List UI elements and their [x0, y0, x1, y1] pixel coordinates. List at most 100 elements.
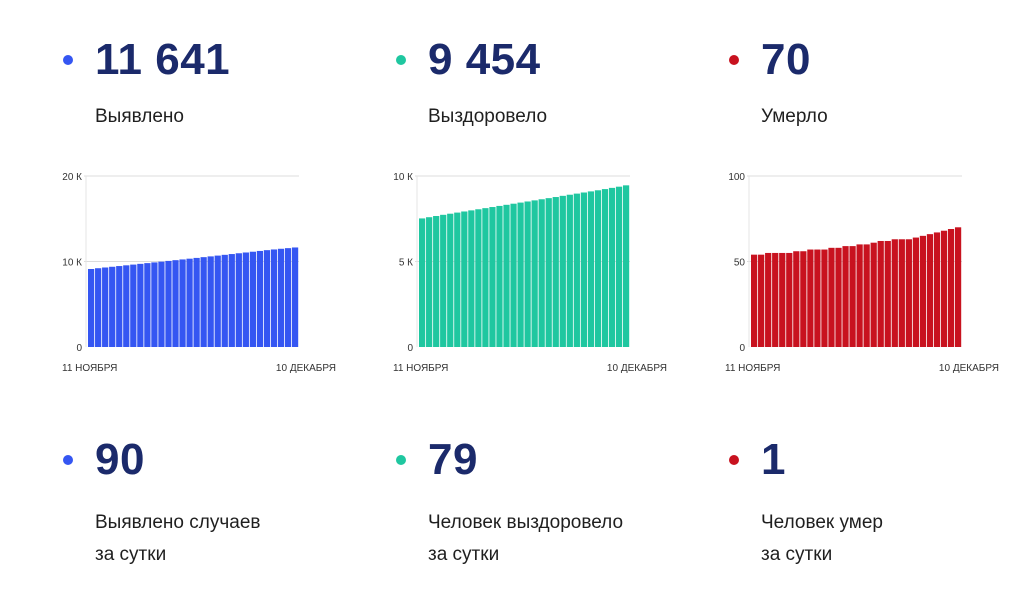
bar [172, 260, 179, 347]
bar [545, 198, 552, 347]
stat-recovered-daily: 79 [396, 430, 596, 490]
x-start-label: 11 НОЯБРЯ [393, 363, 448, 374]
bar [594, 190, 602, 347]
bar [109, 266, 116, 347]
bar [475, 209, 482, 347]
bar [123, 265, 130, 347]
bar [454, 212, 461, 347]
stat-detected-daily: 90 [63, 430, 263, 490]
bar [758, 254, 765, 347]
bar [800, 251, 807, 347]
bar [179, 259, 186, 347]
bar [235, 253, 242, 347]
bar [905, 239, 912, 347]
bar [870, 242, 877, 347]
bar [524, 201, 531, 347]
chart-recovered-svg: 0 5 К 10 К 11 НОЯБРЯ 10 ДЕКАБРЯ [393, 172, 667, 374]
bar [151, 262, 158, 347]
deaths-total-label: Умерло [761, 106, 828, 127]
bar [510, 203, 517, 347]
bar [898, 239, 905, 347]
bar [884, 240, 891, 347]
bar [489, 207, 496, 347]
bar [102, 267, 109, 347]
teal-dot-icon [396, 455, 406, 465]
x-end-label: 10 ДЕКАБРЯ [939, 363, 999, 374]
bar [228, 254, 235, 347]
detected-daily-value: 90 [95, 435, 145, 484]
y-tick-label: 10 К [62, 258, 82, 269]
deaths-daily-value: 1 [761, 435, 786, 484]
recovered-daily-label-line1: Человек выздоровело [428, 512, 624, 533]
bar [447, 213, 454, 347]
bar [186, 258, 193, 347]
bar [137, 263, 144, 347]
recovered-total-value: 9 454 [428, 35, 541, 84]
teal-dot-icon [396, 55, 406, 65]
bar [552, 197, 559, 347]
bar [144, 263, 151, 347]
bar [249, 251, 256, 347]
bar [573, 193, 580, 347]
bar [482, 208, 489, 347]
bar [779, 252, 786, 347]
bar [821, 249, 828, 347]
stat-recovered-total: 9 454 [396, 30, 636, 90]
blue-dot-icon [63, 55, 73, 65]
stat-detected-total: 11 641 [63, 30, 303, 90]
bar [751, 254, 758, 347]
recovered-daily-label-line2: за сутки [428, 544, 500, 565]
bar [263, 250, 271, 347]
bar [496, 205, 503, 347]
y-tick-label: 50 [734, 258, 746, 269]
chart-detected-svg: 0 10 К 20 К 11 НОЯБРЯ 10 ДЕКАБРЯ [62, 172, 336, 374]
bar [954, 227, 962, 347]
bar [130, 264, 137, 347]
bar [214, 255, 221, 347]
stat-deaths-total: 70 [729, 30, 929, 90]
bar [835, 247, 842, 347]
bar [559, 195, 566, 347]
bar [793, 251, 800, 347]
bar [242, 252, 249, 347]
bar [270, 249, 278, 347]
y-tick-label: 20 К [62, 172, 82, 183]
bar [291, 247, 299, 347]
bar [566, 194, 573, 347]
deaths-daily-label-line1: Человек умер [761, 512, 883, 533]
bar [95, 268, 102, 347]
detected-total-label: Выявлено [95, 106, 184, 127]
recovered-total-label: Выздоровело [428, 106, 548, 127]
bar [622, 185, 630, 347]
bar [277, 248, 285, 347]
x-end-label: 10 ДЕКАБРЯ [276, 363, 336, 374]
bar [912, 237, 919, 347]
bar [828, 247, 835, 347]
recovered-daily-value: 79 [428, 435, 478, 484]
chart-detected: 0 10 К 20 К 11 НОЯБРЯ 10 ДЕКАБРЯ [44, 165, 344, 375]
bar [426, 217, 433, 347]
y-tick-label: 10 К [393, 172, 413, 183]
bar [856, 244, 863, 347]
bar [842, 246, 849, 347]
bar [88, 268, 95, 347]
bar [531, 200, 538, 347]
y-tick-label: 100 [728, 172, 745, 183]
blue-dot-icon [63, 455, 73, 465]
bar [587, 191, 595, 347]
stat-deaths-daily: 1 [729, 430, 929, 490]
bar [772, 252, 779, 347]
bar [615, 186, 623, 347]
bar [256, 250, 264, 347]
x-end-label: 10 ДЕКАБРЯ [607, 363, 667, 374]
bar [165, 260, 172, 347]
bar [919, 235, 927, 347]
bar [877, 240, 884, 347]
bar [193, 257, 200, 347]
bar [786, 252, 793, 347]
x-start-label: 11 НОЯБРЯ [725, 363, 780, 374]
y-tick-label: 0 [76, 343, 82, 354]
red-dot-icon [729, 455, 739, 465]
detected-daily-label-line1: Выявлено случаев [95, 512, 261, 533]
detected-daily-label-line2: за сутки [95, 544, 167, 565]
